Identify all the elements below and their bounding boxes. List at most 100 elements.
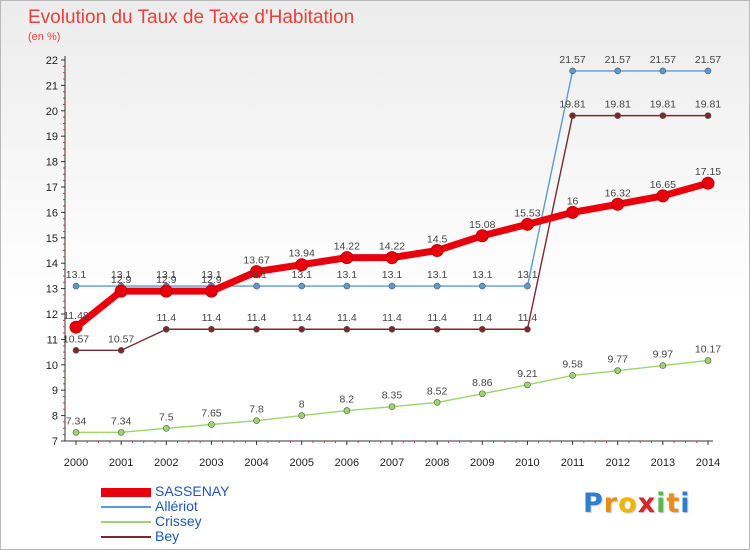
data-label: 7.8 bbox=[249, 404, 264, 416]
data-label: 21.57 bbox=[605, 54, 631, 66]
data-point bbox=[524, 325, 531, 333]
series-bey bbox=[72, 112, 712, 354]
data-label: 10.17 bbox=[695, 343, 721, 355]
data-point bbox=[72, 282, 80, 290]
data-label: 19.81 bbox=[695, 99, 721, 111]
legend: SASSENAY Allériot Crissey Bey bbox=[101, 483, 301, 545]
data-label: 14.22 bbox=[379, 241, 405, 253]
data-label: 9.77 bbox=[607, 354, 628, 366]
data-label: 12.9 bbox=[201, 274, 222, 286]
data-point bbox=[566, 205, 580, 219]
y-tick-label: 9 bbox=[52, 385, 58, 397]
data-label: 13.1 bbox=[427, 269, 448, 281]
y-tick-label: 13 bbox=[46, 284, 58, 296]
y-tick-label: 7 bbox=[52, 436, 58, 448]
data-label: 15.08 bbox=[469, 219, 495, 231]
data-point bbox=[385, 251, 399, 265]
data-point bbox=[340, 251, 354, 265]
data-label: 19.81 bbox=[559, 99, 585, 111]
data-point bbox=[433, 399, 441, 406]
y-tick-label: 19 bbox=[46, 131, 58, 143]
data-point bbox=[253, 417, 260, 424]
data-point bbox=[162, 424, 170, 432]
data-point bbox=[117, 347, 125, 354]
legend-item-sassenay: SASSENAY bbox=[101, 483, 301, 500]
data-label: 8.86 bbox=[472, 377, 493, 389]
data-point bbox=[659, 362, 667, 369]
data-point bbox=[475, 229, 489, 243]
data-point bbox=[430, 244, 444, 257]
data-point bbox=[569, 112, 576, 119]
x-tick-label: 2006 bbox=[335, 457, 359, 469]
y-tick-label: 14 bbox=[46, 258, 58, 270]
data-label: 11.4 bbox=[292, 312, 312, 324]
data-point bbox=[611, 197, 625, 211]
data-label: 7.5 bbox=[159, 411, 174, 423]
proxiti-logo: Proxiti bbox=[583, 488, 691, 519]
data-point bbox=[433, 282, 441, 290]
data-point bbox=[524, 381, 531, 389]
x-tick-label: 2005 bbox=[289, 457, 313, 469]
data-point bbox=[524, 282, 531, 290]
data-point bbox=[159, 284, 173, 298]
data-point bbox=[253, 325, 260, 333]
data-point bbox=[478, 390, 486, 398]
data-label: 13.1 bbox=[517, 269, 538, 281]
logo-letter: t bbox=[666, 488, 681, 519]
x-tick-label: 2002 bbox=[154, 457, 178, 469]
data-point bbox=[704, 112, 712, 119]
data-point bbox=[69, 320, 83, 334]
y-tick-label: 8 bbox=[52, 411, 58, 423]
legend-label: SASSENAY bbox=[155, 483, 230, 499]
data-point bbox=[478, 325, 486, 333]
legend-label: Bey bbox=[155, 528, 180, 544]
data-point bbox=[250, 265, 264, 279]
data-point bbox=[208, 421, 215, 428]
data-point bbox=[433, 325, 441, 333]
data-label: 11.4 bbox=[518, 312, 538, 324]
data-point bbox=[659, 112, 667, 119]
data-label: 11.4 bbox=[472, 312, 492, 324]
data-label: 19.81 bbox=[605, 99, 631, 111]
data-label: 21.57 bbox=[559, 54, 585, 66]
x-tick-label: 2003 bbox=[199, 457, 223, 469]
data-label: 13.1 bbox=[291, 269, 312, 281]
data-point bbox=[520, 217, 534, 231]
data-point bbox=[162, 325, 170, 333]
legend-swatch bbox=[101, 536, 151, 538]
x-tick-label: 2013 bbox=[651, 457, 675, 469]
y-tick-label: 18 bbox=[46, 157, 58, 169]
logo-letter: o bbox=[618, 488, 638, 519]
logo-letter: i bbox=[656, 488, 667, 519]
data-label: 8.52 bbox=[427, 385, 448, 397]
x-tick-label: 2010 bbox=[515, 457, 539, 469]
data-point bbox=[569, 372, 576, 379]
legend-item-bey: Bey bbox=[101, 528, 301, 545]
x-tick-label: 2001 bbox=[109, 457, 133, 469]
data-label: 13.1 bbox=[66, 269, 87, 281]
data-label: 21.57 bbox=[650, 54, 676, 66]
data-label: 13.1 bbox=[156, 269, 177, 281]
data-label: 21.57 bbox=[695, 54, 721, 66]
x-tick-label: 2000 bbox=[64, 457, 88, 469]
data-label: 19.81 bbox=[650, 99, 676, 111]
data-point bbox=[614, 367, 622, 374]
legend-swatch bbox=[101, 521, 151, 523]
data-label: 11.4 bbox=[337, 312, 357, 324]
data-label: 8.35 bbox=[382, 390, 403, 402]
y-tick-label: 22 bbox=[46, 55, 58, 67]
data-label: 13.1 bbox=[337, 269, 358, 281]
chart-unit-label: (en %) bbox=[28, 31, 61, 43]
data-point bbox=[614, 67, 622, 75]
data-point bbox=[388, 325, 396, 333]
x-tick-label: 2011 bbox=[561, 457, 585, 469]
data-point bbox=[704, 357, 712, 364]
y-tick-label: 21 bbox=[46, 80, 58, 92]
data-point bbox=[72, 347, 80, 354]
x-tick-label: 2012 bbox=[605, 457, 629, 469]
data-point bbox=[208, 325, 215, 333]
y-tick-label: 16 bbox=[46, 207, 58, 219]
data-point bbox=[614, 112, 622, 119]
x-tick-label: 2004 bbox=[244, 457, 268, 469]
data-point bbox=[388, 403, 396, 411]
